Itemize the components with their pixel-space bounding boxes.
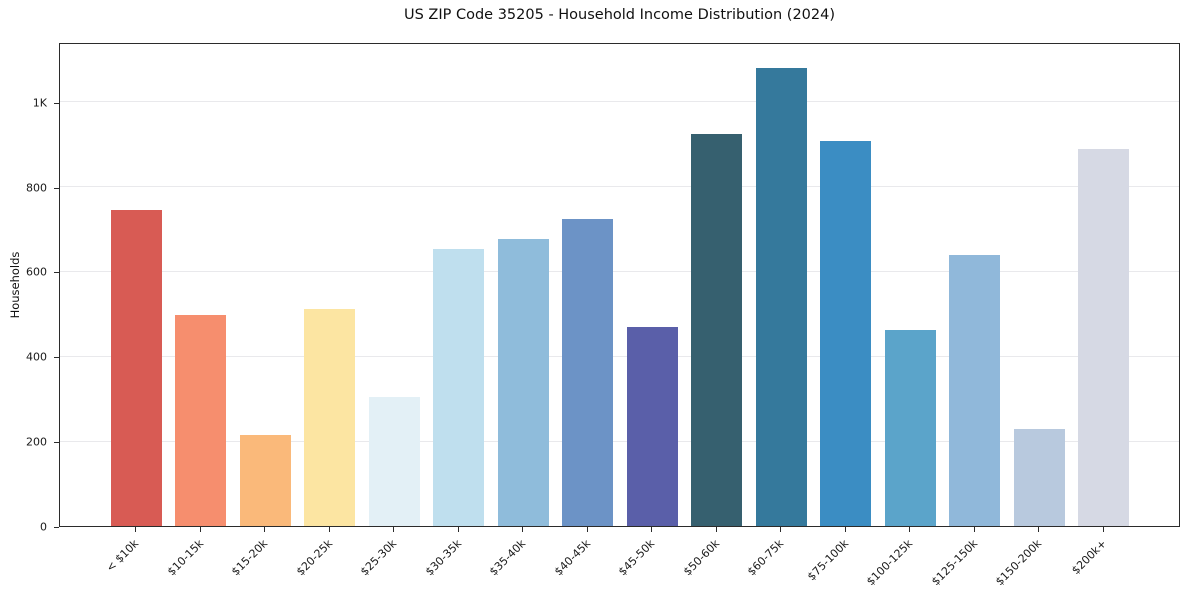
bar (626, 327, 678, 526)
x-tick-mark (393, 527, 394, 532)
x-tick-label: $75-100k (804, 537, 851, 584)
x-tick-mark (328, 527, 330, 532)
x-tick-mark (715, 527, 717, 532)
x-tick-mark (199, 527, 201, 532)
x-tick-mark (586, 527, 588, 532)
x-tick-mark (135, 527, 136, 532)
x-tick-label: $45-50k (615, 537, 658, 579)
gridline (60, 101, 1179, 103)
x-tick-label: $35-40k (486, 537, 529, 579)
x-tick-label: $25-30k (357, 537, 400, 579)
x-tick-mark (1038, 527, 1039, 532)
x-tick-mark (457, 527, 459, 532)
bar (433, 248, 484, 526)
y-tick-mark (54, 442, 59, 444)
bar (1013, 428, 1065, 526)
y-tick-mark (54, 357, 59, 359)
x-tick-label: $10-15k (164, 537, 206, 579)
chart-title: US ZIP Code 35205 - Household Income Dis… (403, 7, 836, 23)
bar (110, 209, 162, 526)
y-tick-mark (54, 527, 59, 528)
y-tick-label: 800 (26, 181, 47, 195)
bar (562, 219, 613, 526)
x-tick-label: $100-125k (864, 537, 916, 589)
x-tick-mark (522, 527, 523, 532)
x-tick-mark (909, 527, 910, 532)
bar (949, 254, 1000, 526)
x-tick-mark (1102, 527, 1104, 532)
gridline (60, 440, 1179, 442)
y-tick-label: 1K (32, 96, 47, 110)
x-tick-label: $60-75k (744, 537, 787, 579)
y-tick-label: 200 (26, 435, 47, 449)
plot-area (59, 43, 1180, 527)
bar (239, 435, 291, 526)
bar (820, 140, 871, 526)
bar (1078, 149, 1129, 526)
bar (497, 239, 549, 526)
x-tick-label: $20-25k (293, 537, 335, 579)
y-tick-mark (54, 187, 59, 189)
x-tick-mark (973, 527, 975, 532)
x-tick-mark (651, 527, 652, 532)
x-tick-label: $40-45k (551, 537, 593, 579)
x-tick-label: $50-60k (680, 537, 722, 579)
y-axis: 0 200 400 600 800 1K (0, 43, 59, 534)
x-tick-mark (264, 527, 265, 532)
gridline (60, 355, 1179, 357)
bar (691, 134, 742, 526)
y-tick-label: 400 (26, 350, 47, 364)
y-tick-mark (54, 272, 59, 274)
bar (368, 397, 420, 526)
bar (755, 67, 807, 526)
bar (175, 315, 226, 526)
bar (884, 330, 936, 526)
x-tick-mark (844, 527, 846, 532)
bar (304, 309, 355, 526)
y-tick-mark (54, 102, 59, 104)
y-tick-label: 600 (26, 265, 47, 279)
x-axis: < $10k $10-15k $15-20k $20-25k $25-30k $30-35… (59, 527, 1180, 590)
gridline (60, 271, 1179, 272)
x-tick-label: $30-35k (422, 537, 464, 579)
x-tick-label: $125-150k (928, 537, 980, 589)
y-tick-label: 0 (40, 520, 47, 534)
x-tick-label: $200k+ (1068, 537, 1109, 578)
x-tick-mark (780, 527, 781, 532)
x-tick-label: $15-20k (228, 537, 271, 579)
x-tick-label: $150-200k (993, 537, 1045, 589)
x-tick-label: < $10k (103, 537, 142, 575)
gridline (60, 186, 1179, 188)
